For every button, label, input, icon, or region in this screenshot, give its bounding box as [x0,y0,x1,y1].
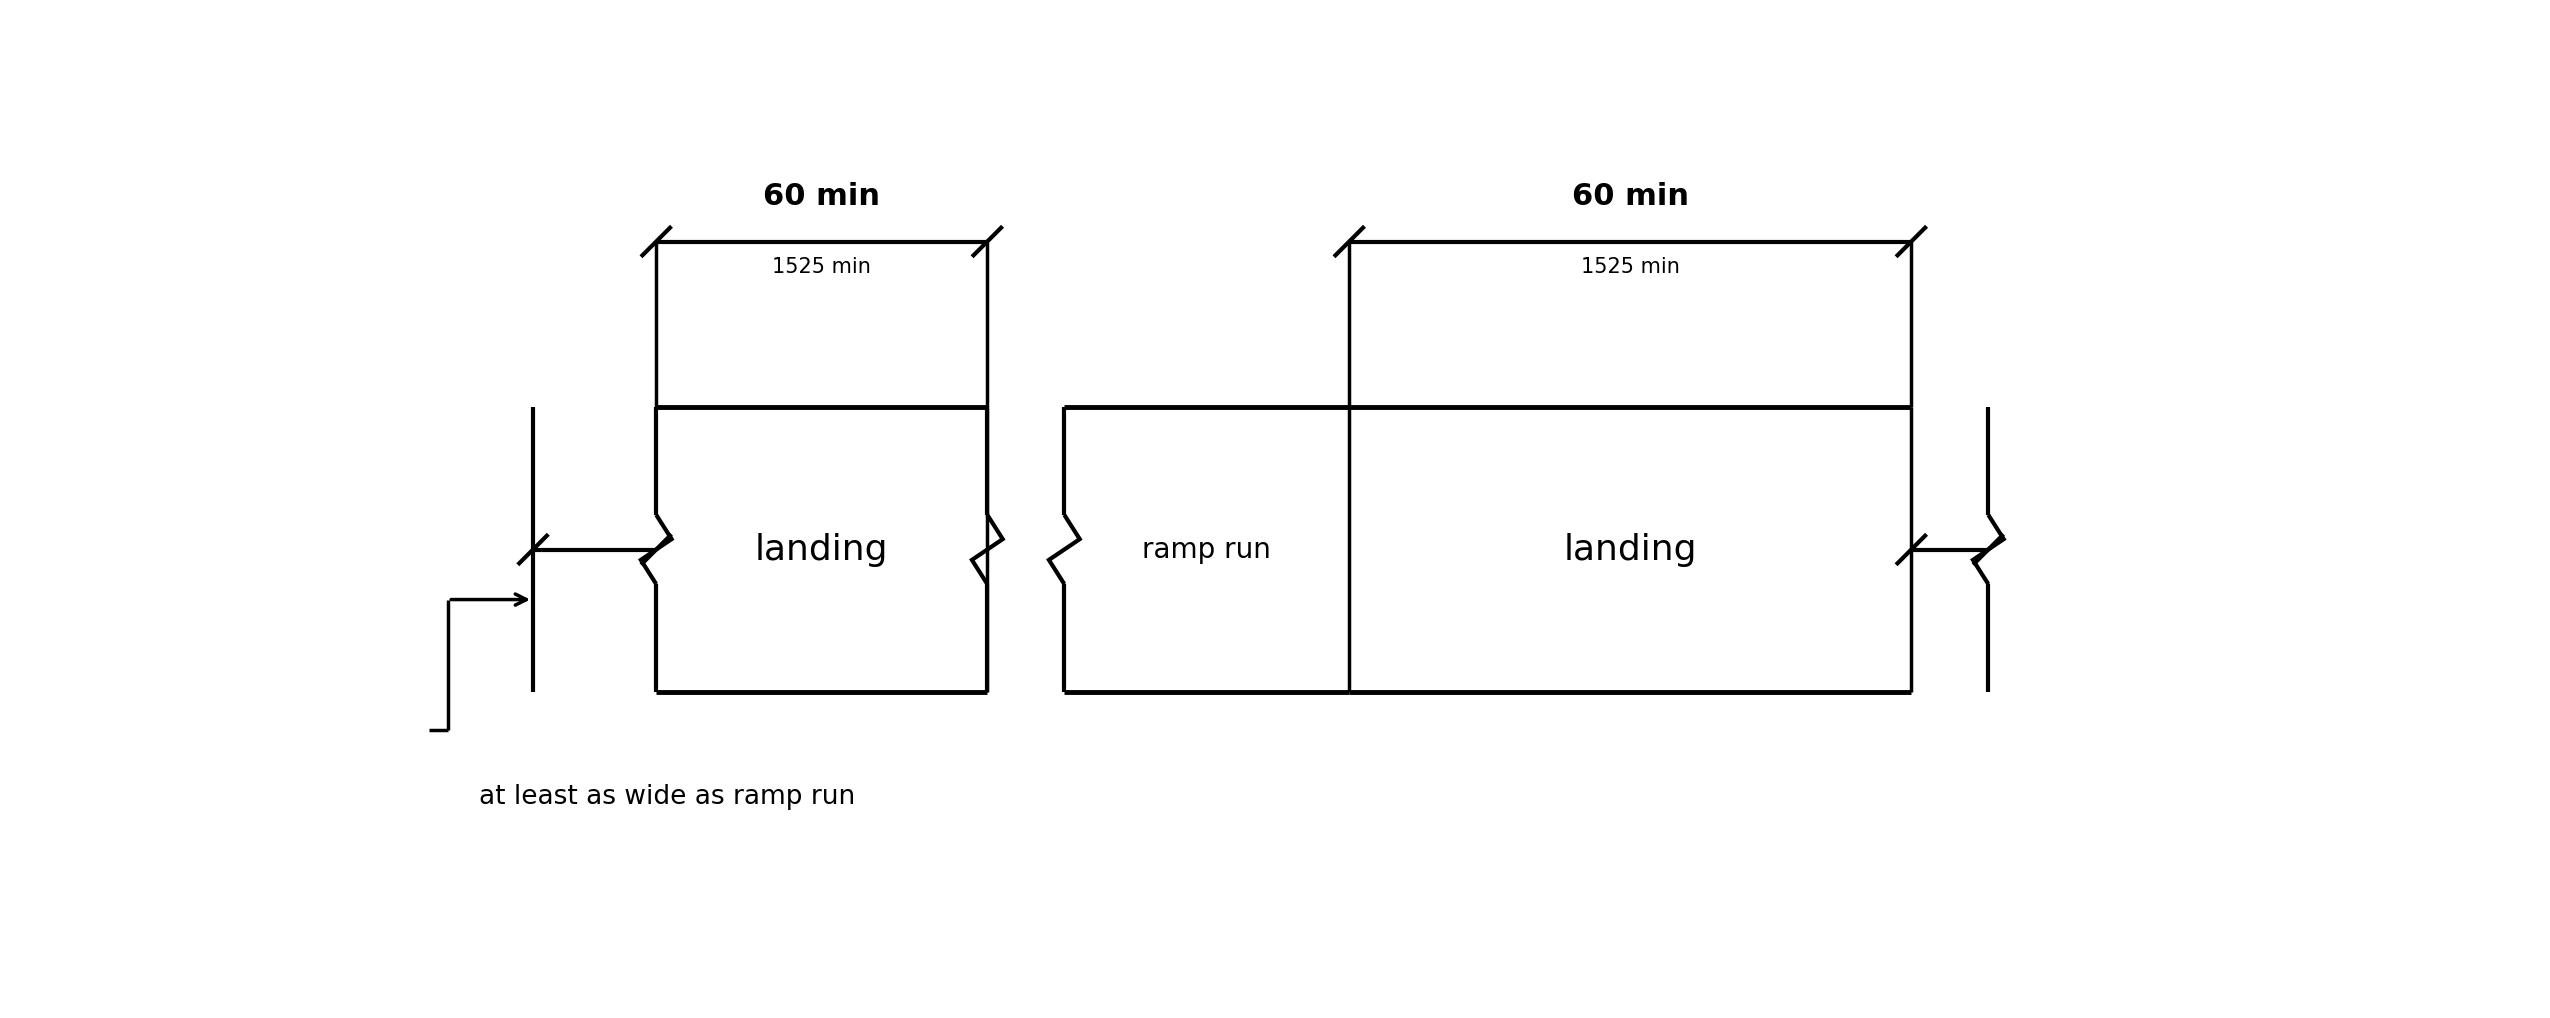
Text: 60 min: 60 min [1571,181,1688,211]
Text: 60 min: 60 min [762,181,880,211]
Text: ramp run: ramp run [1142,535,1272,564]
Text: landing: landing [755,532,887,566]
Text: at least as wide as ramp run: at least as wide as ramp run [479,784,854,810]
Text: 1525 min: 1525 min [1581,257,1680,277]
Text: landing: landing [1563,532,1698,566]
Text: 1525 min: 1525 min [773,257,872,277]
